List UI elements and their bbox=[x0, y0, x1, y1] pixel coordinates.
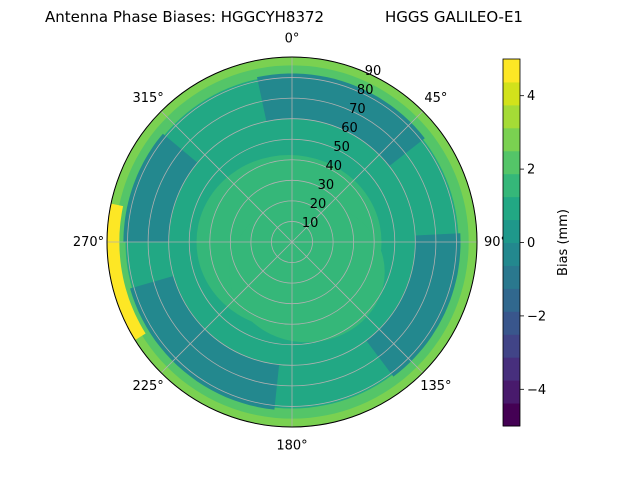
colorbar-tick-label: −4 bbox=[527, 383, 546, 398]
colorbar-tick-label: 0 bbox=[527, 236, 535, 251]
colorbar-tick-label: 2 bbox=[527, 163, 535, 178]
radial-tick-label: 40 bbox=[325, 159, 342, 174]
grid-spoke bbox=[291, 241, 424, 374]
colorbar-segment bbox=[503, 81, 520, 106]
colorbar-segment bbox=[503, 334, 520, 358]
colorbar-segment bbox=[503, 380, 520, 404]
colorbar-segment bbox=[503, 150, 520, 175]
azimuth-label: 315° bbox=[132, 91, 163, 106]
radial-tick-label: 10 bbox=[302, 216, 319, 231]
colorbar-segment bbox=[503, 59, 520, 83]
grid-spoke bbox=[160, 110, 293, 243]
chart-title-right: HGGS GALILEO-E1 bbox=[385, 8, 523, 26]
contour-lobe bbox=[130, 276, 280, 410]
colorbar-segment bbox=[503, 196, 520, 221]
contour-lobe bbox=[123, 133, 198, 242]
radial-tick-label: 30 bbox=[318, 178, 335, 193]
colorbar-segment bbox=[503, 288, 520, 312]
radial-tick-label: 50 bbox=[333, 140, 350, 155]
colorbar-segment bbox=[503, 104, 520, 129]
colorbar-segment bbox=[503, 127, 520, 152]
contour-edge-high bbox=[107, 202, 146, 343]
colorbar-label: Bias (mm) bbox=[556, 209, 571, 276]
radial-tick-label: 60 bbox=[341, 121, 358, 136]
radial-tick-label: 90 bbox=[365, 64, 382, 79]
azimuth-label: 135° bbox=[420, 379, 451, 394]
chart-title-left: Antenna Phase Biases: HGGCYH8372 bbox=[45, 8, 325, 26]
contour-lobe bbox=[366, 233, 461, 377]
azimuth-label: 90° bbox=[484, 235, 507, 250]
colorbar-segment bbox=[503, 242, 520, 266]
azimuth-label: 180° bbox=[276, 439, 307, 454]
polar-border bbox=[106, 56, 478, 428]
azimuth-label: 0° bbox=[285, 32, 300, 47]
contour-lobe bbox=[257, 73, 425, 167]
colorbar-segment bbox=[503, 173, 520, 198]
colorbar-segment bbox=[503, 357, 520, 381]
colorbar-tick-label: −2 bbox=[527, 309, 546, 324]
colorbar-segment bbox=[503, 311, 520, 335]
grid-spoke bbox=[160, 241, 293, 374]
radial-tick-label: 70 bbox=[349, 102, 366, 117]
colorbar-segment bbox=[503, 265, 520, 289]
radial-tick-label: 80 bbox=[357, 83, 374, 98]
azimuth-label: 45° bbox=[424, 91, 447, 106]
colorbar-tick-label: 4 bbox=[527, 89, 535, 104]
azimuth-label: 270° bbox=[73, 235, 104, 250]
grid-spoke bbox=[291, 110, 424, 243]
colorbar-segment bbox=[503, 219, 520, 243]
radial-tick-label: 20 bbox=[310, 197, 327, 212]
colorbar-segment bbox=[503, 403, 520, 427]
azimuth-label: 225° bbox=[132, 379, 163, 394]
